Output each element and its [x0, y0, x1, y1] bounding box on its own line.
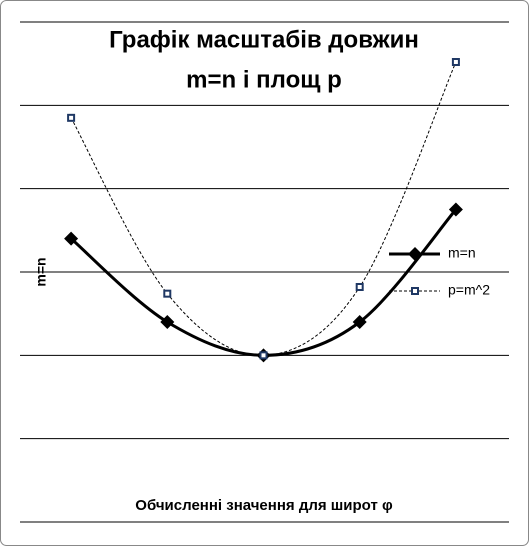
point [352, 315, 367, 329]
point [259, 351, 268, 360]
chart-title: Графік масштабів довжин [109, 26, 419, 53]
point [355, 283, 364, 291]
chart-title: m=n і площ p [186, 66, 342, 93]
point [448, 202, 463, 217]
legend-marker [411, 287, 419, 295]
x-axis-label: Обчисленні значення для широт φ [135, 497, 393, 514]
point [160, 315, 175, 329]
point [67, 113, 76, 122]
legend-marker [408, 247, 422, 261]
series-line [70, 61, 457, 356]
legend-label: p=m^2 [448, 282, 490, 298]
point [163, 289, 172, 298]
point [451, 58, 460, 66]
legend-label: m=n [448, 245, 476, 261]
point [64, 231, 79, 246]
